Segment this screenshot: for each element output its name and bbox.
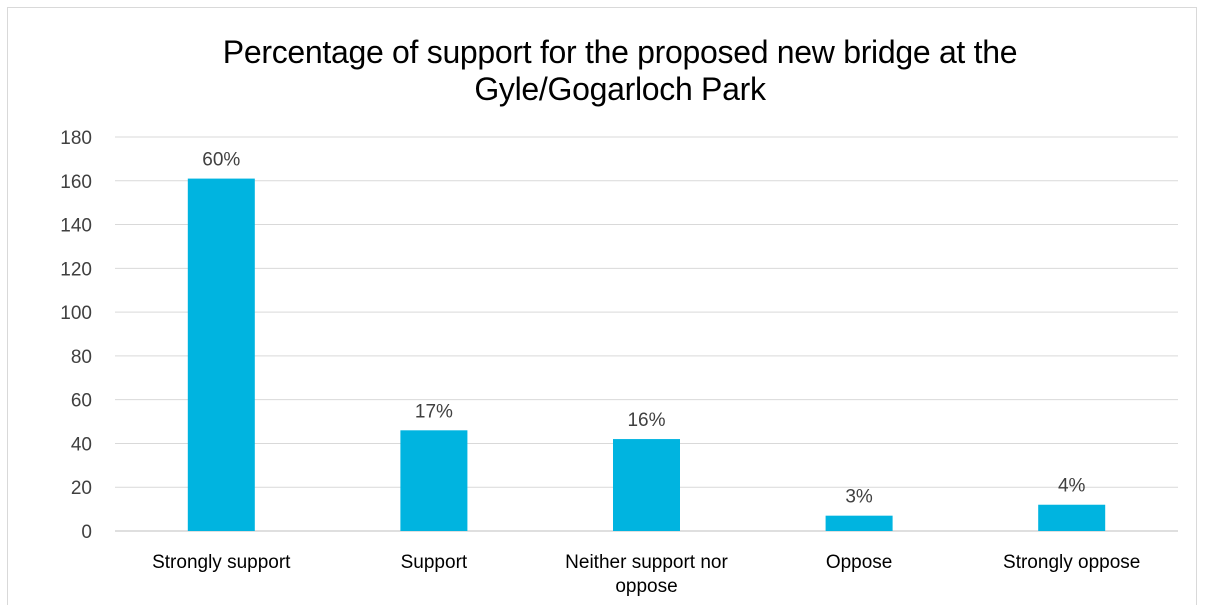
x-tick-label: Oppose xyxy=(826,552,893,573)
y-tick-label: 140 xyxy=(60,216,92,237)
y-tick-label: 20 xyxy=(71,478,92,499)
chart-title: Percentage of support for the proposed n… xyxy=(0,34,1206,108)
x-tick-label: Strongly support xyxy=(152,552,291,573)
data-label: 17% xyxy=(415,401,453,422)
y-tick-label: 60 xyxy=(71,391,92,412)
data-label: 60% xyxy=(202,150,240,171)
bar xyxy=(825,515,893,531)
chart-title-line-2: Gyle/Gogarloch Park xyxy=(474,71,766,107)
bar xyxy=(1038,504,1106,531)
chart-title-line-1: Percentage of support for the proposed n… xyxy=(222,34,1018,70)
bar xyxy=(400,430,468,531)
y-tick-label: 180 xyxy=(60,128,92,149)
data-label: 3% xyxy=(845,487,873,508)
y-tick-label: 40 xyxy=(71,434,92,455)
bar xyxy=(187,178,255,532)
y-tick-label: 80 xyxy=(71,347,92,368)
x-tick-label: Neither support nor xyxy=(565,552,728,573)
x-tick-label: Support xyxy=(401,552,468,573)
y-tick-label: 160 xyxy=(60,172,92,193)
data-label: 16% xyxy=(627,410,665,431)
x-tick-label: oppose xyxy=(615,576,677,597)
x-tick-label: Strongly oppose xyxy=(1003,552,1140,573)
y-tick-label: 100 xyxy=(60,303,92,324)
data-label: 4% xyxy=(1058,476,1086,497)
bar xyxy=(613,439,680,531)
y-tick-label: 0 xyxy=(81,522,92,543)
y-tick-label: 120 xyxy=(60,259,92,280)
